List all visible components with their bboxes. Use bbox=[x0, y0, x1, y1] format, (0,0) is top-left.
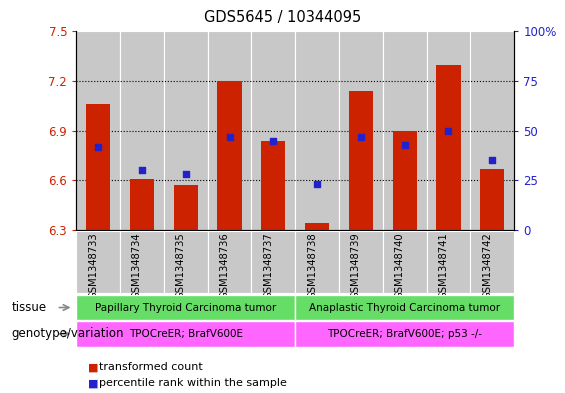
Point bbox=[269, 138, 278, 144]
Bar bbox=[173, 185, 198, 230]
Bar bbox=[383, 231, 427, 293]
Bar bbox=[295, 295, 514, 320]
Bar bbox=[295, 31, 339, 230]
Text: transformed count: transformed count bbox=[99, 362, 203, 373]
Text: GSM1348735: GSM1348735 bbox=[176, 232, 186, 299]
Bar bbox=[470, 31, 514, 230]
Bar bbox=[86, 104, 110, 230]
Bar bbox=[436, 64, 460, 230]
Bar bbox=[305, 223, 329, 230]
Point bbox=[488, 157, 497, 163]
Text: GSM1348738: GSM1348738 bbox=[307, 232, 317, 299]
Text: Papillary Thyroid Carcinoma tumor: Papillary Thyroid Carcinoma tumor bbox=[95, 303, 276, 312]
Text: TPOCreER; BrafV600E; p53 -/-: TPOCreER; BrafV600E; p53 -/- bbox=[327, 329, 482, 339]
Bar bbox=[251, 31, 295, 230]
Bar bbox=[76, 295, 295, 320]
Bar bbox=[120, 31, 164, 230]
Bar bbox=[427, 231, 470, 293]
Text: GSM1348733: GSM1348733 bbox=[88, 232, 98, 299]
Bar bbox=[76, 321, 295, 347]
Bar bbox=[164, 31, 208, 230]
Text: percentile rank within the sample: percentile rank within the sample bbox=[99, 378, 287, 388]
Bar bbox=[218, 81, 242, 230]
Text: GDS5645 / 10344095: GDS5645 / 10344095 bbox=[204, 10, 361, 25]
Point bbox=[357, 134, 366, 140]
Text: GSM1348742: GSM1348742 bbox=[483, 232, 492, 299]
Text: GSM1348739: GSM1348739 bbox=[351, 232, 361, 299]
Bar bbox=[261, 141, 285, 230]
Text: tissue: tissue bbox=[11, 301, 46, 314]
Bar bbox=[76, 231, 120, 293]
Text: genotype/variation: genotype/variation bbox=[11, 327, 124, 340]
Bar bbox=[208, 31, 251, 230]
Bar bbox=[339, 231, 383, 293]
Point bbox=[137, 167, 146, 174]
Bar bbox=[251, 231, 295, 293]
Bar bbox=[383, 31, 427, 230]
Text: ■: ■ bbox=[88, 362, 98, 373]
Bar bbox=[339, 31, 383, 230]
Text: GSM1348741: GSM1348741 bbox=[438, 232, 449, 299]
Text: Anaplastic Thyroid Carcinoma tumor: Anaplastic Thyroid Carcinoma tumor bbox=[309, 303, 500, 312]
Bar bbox=[470, 231, 514, 293]
Text: GSM1348736: GSM1348736 bbox=[220, 232, 229, 299]
Bar bbox=[76, 31, 120, 230]
Bar bbox=[295, 321, 514, 347]
Bar bbox=[427, 31, 470, 230]
Bar bbox=[393, 130, 417, 230]
Bar bbox=[480, 169, 505, 230]
Text: GSM1348734: GSM1348734 bbox=[132, 232, 142, 299]
Point bbox=[94, 143, 103, 150]
Bar bbox=[349, 91, 373, 230]
Point bbox=[400, 141, 409, 148]
Text: GSM1348737: GSM1348737 bbox=[263, 232, 273, 299]
Point bbox=[312, 181, 321, 187]
Bar bbox=[120, 231, 164, 293]
Text: GSM1348740: GSM1348740 bbox=[395, 232, 405, 299]
Bar bbox=[208, 231, 251, 293]
Point bbox=[181, 171, 190, 178]
Point bbox=[444, 127, 453, 134]
Text: TPOCreER; BrafV600E: TPOCreER; BrafV600E bbox=[129, 329, 243, 339]
Bar bbox=[164, 231, 208, 293]
Bar bbox=[295, 231, 339, 293]
Text: ■: ■ bbox=[88, 378, 98, 388]
Bar bbox=[130, 179, 154, 230]
Point bbox=[225, 134, 234, 140]
